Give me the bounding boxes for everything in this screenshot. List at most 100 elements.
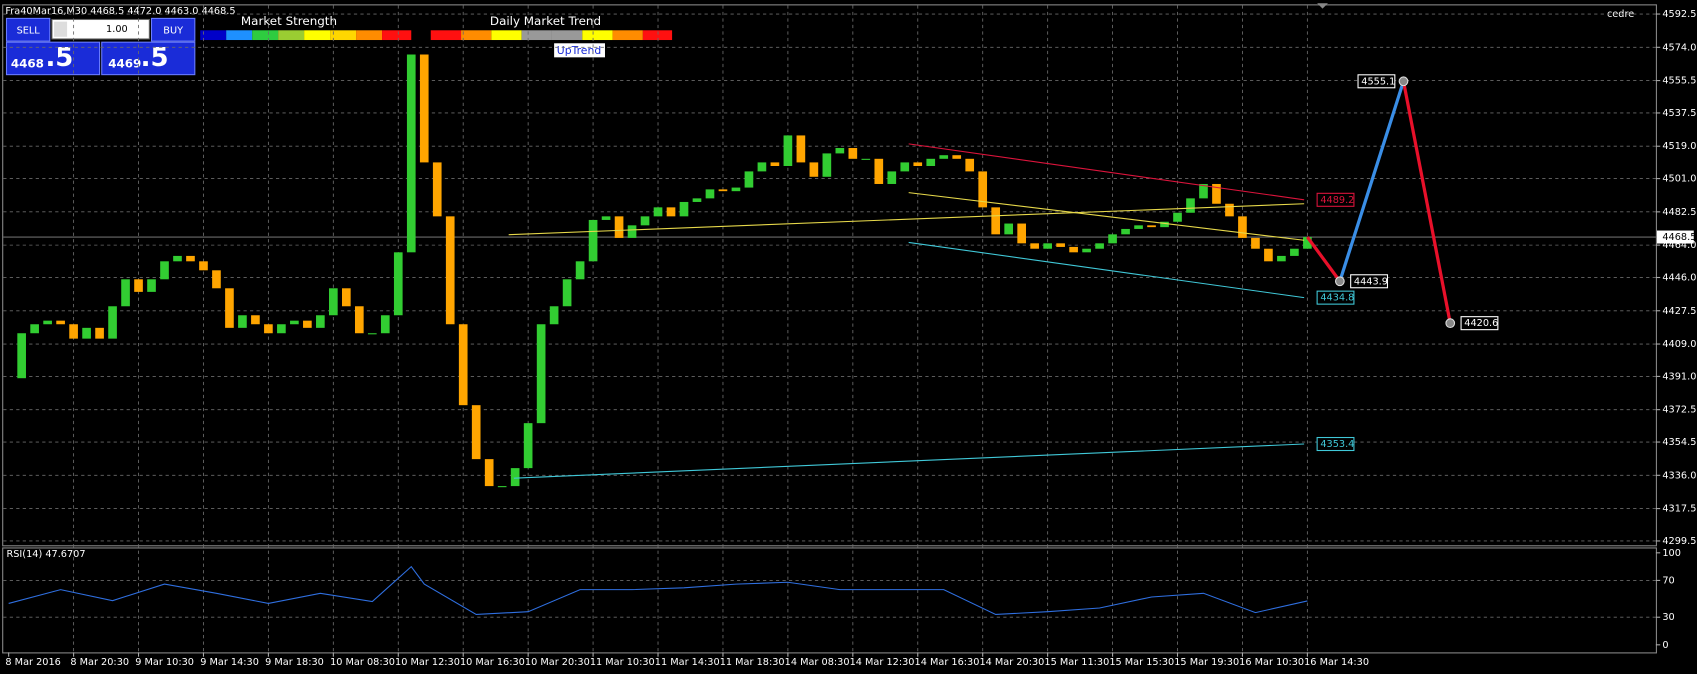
x-tick-label: 8 Mar 20:30 [70, 657, 129, 668]
candle [393, 252, 403, 316]
x-tick-label: 15 Mar 19:30 [1174, 657, 1239, 668]
candle [1238, 216, 1247, 238]
candle [640, 216, 650, 226]
candle [1108, 234, 1117, 244]
forecast-label-box [1460, 316, 1499, 331]
x-tick-label: 9 Mar 14:30 [200, 657, 259, 668]
y-tick-label: 4482.5 [1662, 207, 1696, 218]
candle [1134, 225, 1143, 229]
forecast-point [1398, 76, 1409, 87]
buy-button[interactable] [150, 17, 196, 42]
trend-line [508, 203, 1305, 236]
lots-input[interactable] [51, 18, 150, 40]
forecast-label: 4420.6 [1464, 318, 1498, 329]
trend-line-label: 4353.4 [1320, 439, 1354, 450]
trend-cell [430, 30, 462, 41]
candle [1251, 237, 1260, 249]
trend-line-label-box [1316, 192, 1355, 207]
candle [549, 306, 559, 325]
candle [160, 261, 169, 280]
trend-cell [642, 30, 673, 41]
candle [1082, 248, 1091, 253]
y-tick-label: 4592.5 [1662, 9, 1696, 20]
forecast-label-box [1357, 74, 1396, 89]
candle [653, 207, 663, 217]
candle [43, 320, 52, 325]
candle [731, 187, 741, 192]
candle [1056, 243, 1065, 247]
candle [1186, 198, 1195, 213]
y-tick-label: 4555.5 [1662, 76, 1696, 87]
y-tick-label: 4336.0 [1662, 470, 1696, 481]
candle [484, 459, 494, 487]
trend-line [908, 143, 1305, 201]
candle [848, 148, 858, 159]
current-price-box [1656, 230, 1694, 244]
candle [1264, 248, 1273, 262]
trend-line-label: 4489.2 [1320, 195, 1354, 206]
candle [354, 306, 364, 334]
candle [692, 198, 702, 202]
candle [380, 315, 390, 334]
candle [290, 320, 299, 325]
trend-line [908, 192, 1305, 241]
x-tick-label: 10 Mar 08:30 [330, 657, 395, 668]
account-name: cedre [1607, 9, 1634, 20]
candle [303, 320, 312, 328]
candle [575, 261, 585, 280]
x-tick-label: 15 Mar 11:30 [1044, 657, 1109, 668]
rsi-title: RSI(14) 47.6707 [6, 549, 85, 560]
candle [1043, 243, 1052, 249]
lots-spinner[interactable] [54, 21, 68, 37]
y-tick-label: 30 [1662, 612, 1674, 623]
candle [186, 255, 195, 262]
y-tick-label: 100 [1662, 548, 1681, 559]
strength-cell [304, 30, 331, 41]
trend-line-label-box [1316, 290, 1355, 305]
candle [874, 158, 884, 184]
candle [770, 162, 780, 166]
candle [445, 216, 455, 325]
strength-cell [382, 30, 412, 41]
trend-line [513, 443, 1305, 479]
x-tick-label: 11 Mar 10:30 [590, 657, 655, 668]
candle [1212, 183, 1221, 204]
trend-line [908, 241, 1305, 299]
y-tick-label: 70 [1662, 575, 1674, 586]
candle [965, 158, 975, 172]
candle [1225, 203, 1234, 217]
candle [679, 201, 689, 217]
candle [173, 255, 182, 262]
y-tick-label: 4464.0 [1662, 240, 1696, 251]
forecast-segment [1338, 80, 1406, 282]
candle [1017, 223, 1026, 244]
candle [809, 162, 819, 177]
strength-title: Market Strength [241, 14, 337, 28]
strength-cell [252, 30, 279, 41]
candle [329, 288, 338, 316]
forecast-label-box [1350, 274, 1389, 289]
y-tick-label: 4427.5 [1662, 306, 1696, 317]
candle [822, 153, 832, 177]
rsi-line [8, 565, 1308, 616]
sell-price-big: 4468 [11, 56, 44, 70]
x-tick-label: 14 Mar 08:30 [785, 657, 850, 668]
candle [225, 288, 234, 328]
sell-button[interactable] [5, 17, 51, 42]
candle [991, 207, 1001, 235]
trend-cell [461, 30, 492, 41]
x-tick-label: 11 Mar 18:30 [720, 657, 785, 668]
trend-cell [582, 30, 613, 41]
trend-cell [491, 30, 522, 41]
trend-cell [521, 30, 552, 41]
forecast-segment [1306, 236, 1342, 283]
strength-cell [330, 30, 357, 41]
candle [562, 279, 572, 307]
x-tick-label: 8 Mar 2016 [5, 657, 60, 668]
candle [419, 54, 429, 163]
candle [1160, 221, 1169, 228]
candle [238, 315, 247, 328]
candle [1277, 255, 1286, 262]
